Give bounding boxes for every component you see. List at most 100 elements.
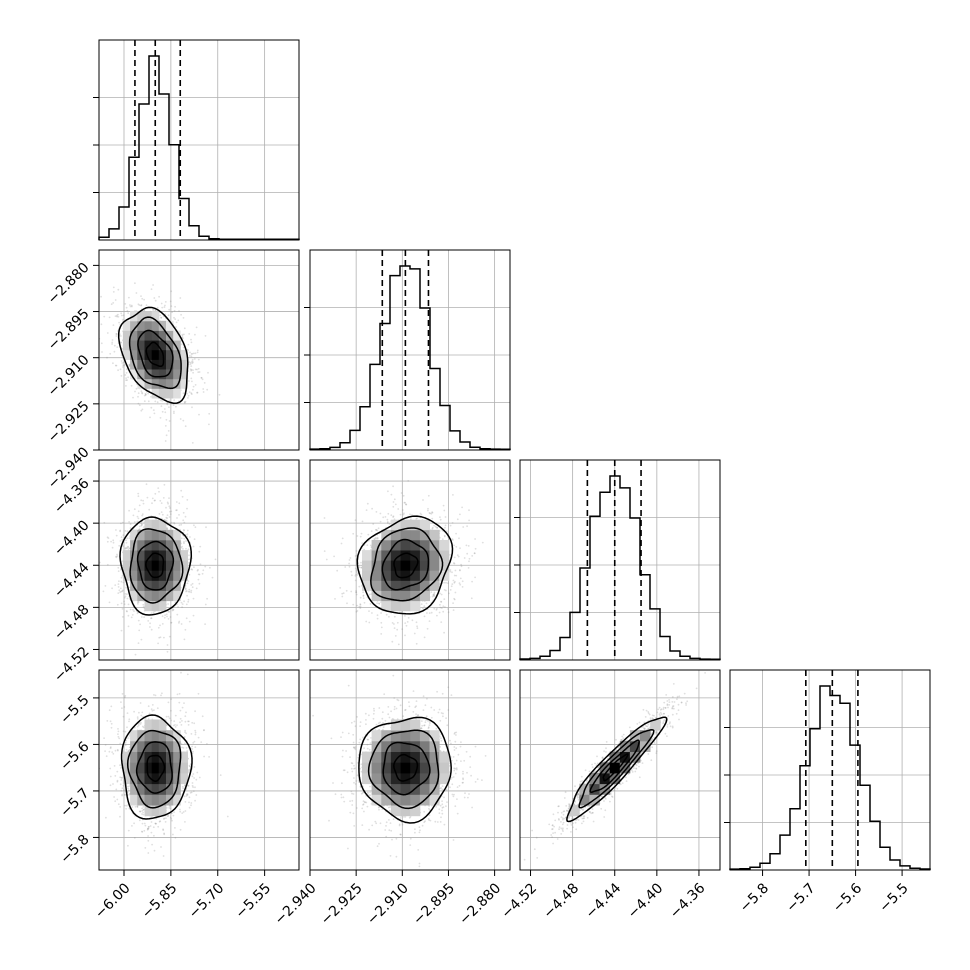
scatter-point	[115, 333, 118, 335]
scatter-point	[136, 601, 139, 604]
scatter-point	[466, 525, 468, 528]
density-cell	[166, 369, 174, 380]
scatter-point	[115, 364, 118, 367]
scatter-point	[187, 394, 190, 397]
scatter-point	[193, 524, 195, 527]
scatter-point	[359, 596, 362, 599]
scatter-point	[124, 593, 127, 595]
scatter-point	[392, 501, 395, 503]
scatter-point	[173, 410, 175, 413]
scatter-point	[441, 538, 444, 541]
density-cell	[173, 340, 181, 351]
scatter-point	[430, 512, 433, 515]
scatter-point	[135, 387, 138, 390]
scatter-point	[137, 601, 140, 603]
scatter-point	[439, 518, 442, 521]
scatter-point	[134, 390, 136, 393]
scatter-point	[190, 568, 193, 571]
scatter-point	[170, 305, 173, 307]
scatter-point	[376, 602, 378, 605]
scatter-point	[111, 339, 114, 341]
scatter-point	[160, 511, 163, 513]
scatter-point	[400, 492, 403, 494]
scatter-point	[190, 393, 193, 395]
density-cell	[381, 590, 392, 602]
scatter-point	[444, 606, 446, 608]
density-cell	[144, 519, 153, 531]
scatter-point	[393, 627, 396, 629]
scatter-point	[183, 529, 186, 532]
scatter-point	[196, 349, 199, 352]
scatter-point	[415, 518, 418, 520]
scatter-point	[468, 509, 470, 512]
scatter-point	[129, 305, 132, 308]
scatter-point	[140, 304, 143, 307]
density-cell	[158, 340, 167, 351]
density-cell	[137, 320, 145, 331]
scatter-point	[423, 615, 426, 618]
scatter-point	[191, 586, 194, 589]
scatter-point	[116, 346, 119, 348]
density-cell	[166, 340, 174, 351]
scatter-point	[354, 579, 357, 582]
scatter-point	[178, 620, 181, 623]
scatter-point	[125, 539, 127, 542]
density-cell	[137, 311, 145, 322]
scatter-point	[451, 583, 454, 585]
density-cell	[381, 600, 392, 612]
scatter-point	[164, 425, 167, 427]
density-cell	[137, 369, 145, 380]
scatter-point	[447, 608, 449, 610]
scatter-point	[130, 304, 133, 307]
scatter-point	[365, 620, 368, 623]
scatter-point	[473, 552, 476, 555]
scatter-point	[391, 640, 394, 643]
scatter-point	[192, 385, 195, 388]
scatter-point	[169, 522, 172, 525]
scatter-point	[455, 532, 457, 535]
scatter-point	[196, 391, 199, 394]
scatter-point	[141, 514, 144, 517]
scatter-point	[432, 594, 435, 596]
contour-line-3	[117, 306, 189, 404]
scatter-point	[184, 425, 187, 428]
scatter-point	[160, 502, 163, 504]
scatter-point	[399, 513, 402, 516]
scatter-point	[123, 596, 126, 599]
scatter-point	[164, 304, 166, 307]
scatter-point	[456, 518, 459, 521]
scatter-point	[323, 550, 326, 552]
scatter-point	[161, 306, 164, 309]
density-cell	[151, 378, 160, 389]
scatter-point	[385, 613, 388, 616]
scatter-point	[103, 521, 106, 524]
scatter-point	[211, 576, 214, 579]
scatter-point	[459, 547, 461, 550]
scatter-point	[133, 521, 136, 523]
scatter-point	[138, 525, 141, 528]
density-cell	[144, 580, 153, 591]
scatter-point	[208, 412, 211, 415]
scatter-point	[444, 524, 447, 527]
density-cell	[137, 540, 145, 551]
scatter-point	[126, 610, 128, 613]
scatter-point	[348, 562, 350, 565]
density-cell	[158, 330, 167, 341]
scatter-point	[128, 509, 131, 512]
scatter-point	[185, 603, 188, 606]
scatter-point	[184, 515, 187, 518]
scatter-point	[126, 530, 129, 533]
scatter-point	[191, 442, 194, 444]
scatter-point	[428, 512, 431, 514]
density-cell	[381, 580, 392, 591]
scatter-point	[159, 417, 162, 419]
scatter-point	[182, 419, 185, 422]
scatter-point	[166, 615, 168, 618]
scatter-point	[166, 402, 169, 405]
scatter-point	[355, 550, 358, 552]
scatter-point	[190, 361, 192, 364]
scatter-point	[356, 610, 359, 612]
scatter-point	[393, 615, 396, 618]
scatter-point	[415, 642, 418, 645]
scatter-point	[182, 337, 184, 340]
